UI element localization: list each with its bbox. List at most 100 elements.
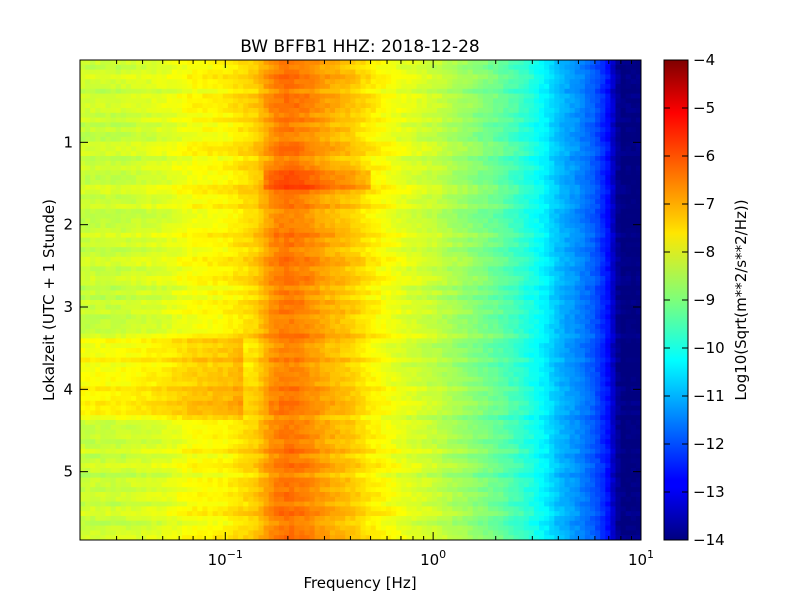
heatmap-cell [544,112,550,119]
heatmap-cell [396,208,402,215]
heatmap-cell [533,151,540,157]
heatmap-cell [472,98,479,104]
heatmap-cell [212,84,219,90]
heatmap-cell [110,276,117,282]
heatmap-cell [503,184,509,191]
heatmap-cell [386,136,392,143]
heatmap-cell [457,237,464,243]
heatmap-cell [115,252,122,258]
heatmap-cell [513,242,520,248]
heatmap-cell [477,261,484,267]
heatmap-cell [192,146,198,152]
heatmap-cell [380,189,387,195]
heatmap-cell [391,88,397,95]
heatmap-cell [248,261,254,267]
heatmap-cell [136,160,142,167]
heatmap-cell [569,261,576,267]
heatmap-cell [238,88,244,95]
heatmap-cell [197,184,203,191]
heatmap-cell [85,256,91,263]
heatmap-cell [319,271,326,277]
heatmap-cell [125,218,132,224]
heatmap-cell [518,60,525,66]
heatmap-cell [559,170,566,176]
heatmap-cell [406,117,413,123]
heatmap-cell [324,175,331,181]
heatmap-cell [202,112,209,119]
heatmap-cell [528,88,535,95]
heatmap-cell [258,256,265,263]
heatmap-cell [95,117,101,123]
heatmap-cell [314,223,321,229]
heatmap-cell [391,103,397,109]
heatmap-cell [365,117,372,123]
heatmap-cell [513,136,520,143]
heatmap-cell [421,108,428,114]
heatmap-cell [421,151,428,157]
heatmap-cell [635,141,641,147]
heatmap-cell [590,184,596,191]
heatmap-cell [350,199,356,205]
heatmap-cell [421,112,428,119]
heatmap-cell [391,223,397,229]
heatmap-cell [243,108,249,114]
heatmap-cell [187,93,193,99]
heatmap-cell [100,165,107,171]
heatmap-cell [329,93,336,99]
heatmap-cell [564,208,571,215]
heatmap-cell [263,136,270,143]
heatmap-cell [590,247,596,253]
heatmap-cell [569,199,576,205]
heatmap-cell [90,117,96,123]
heatmap-cell [584,146,591,152]
heatmap-cell [549,141,555,147]
heatmap-cell [564,156,571,162]
heatmap-cell [100,60,107,66]
heatmap-cell [406,180,413,186]
heatmap-cell [498,237,504,243]
heatmap-cell [554,223,560,229]
heatmap-cell [120,74,127,80]
heatmap-cell [564,247,571,253]
heatmap-cell [243,69,249,75]
heatmap-cell [590,79,596,85]
heatmap-cell [227,79,234,85]
heatmap-cell [187,141,193,147]
heatmap-cell [268,276,275,282]
heatmap-cell [136,218,142,224]
heatmap-cell [335,261,341,267]
heatmap-cell [141,247,147,253]
heatmap-cell [329,266,336,272]
heatmap-cell [217,180,224,186]
heatmap-cell [431,112,438,119]
heatmap-cell [360,165,367,171]
heatmap-cell [360,218,367,224]
heatmap-cell [187,84,193,90]
heatmap-cell [365,74,372,80]
heatmap-cell [176,266,183,272]
heatmap-cell [493,108,499,114]
heatmap-cell [620,69,627,75]
heatmap-cell [477,194,484,200]
heatmap-cell [508,127,515,133]
heatmap-cell [222,184,229,191]
heatmap-cell [273,151,280,157]
heatmap-cell [304,223,311,229]
heatmap-cell [100,136,107,143]
heatmap-cell [166,108,173,114]
heatmap-cell [268,175,275,181]
heatmap-cell [559,180,566,186]
heatmap-cell [248,180,254,186]
heatmap-cell [513,127,520,133]
heatmap-cell [605,146,611,152]
heatmap-cell [528,69,535,75]
heatmap-cell [319,93,326,99]
heatmap-cell [518,79,525,85]
heatmap-cell [136,98,142,104]
heatmap-cell [80,194,86,200]
heatmap-cell [457,103,464,109]
heatmap-cell [345,156,351,162]
heatmap-cell [100,69,107,75]
heatmap-cell [268,151,275,157]
heatmap-cell [176,189,183,195]
